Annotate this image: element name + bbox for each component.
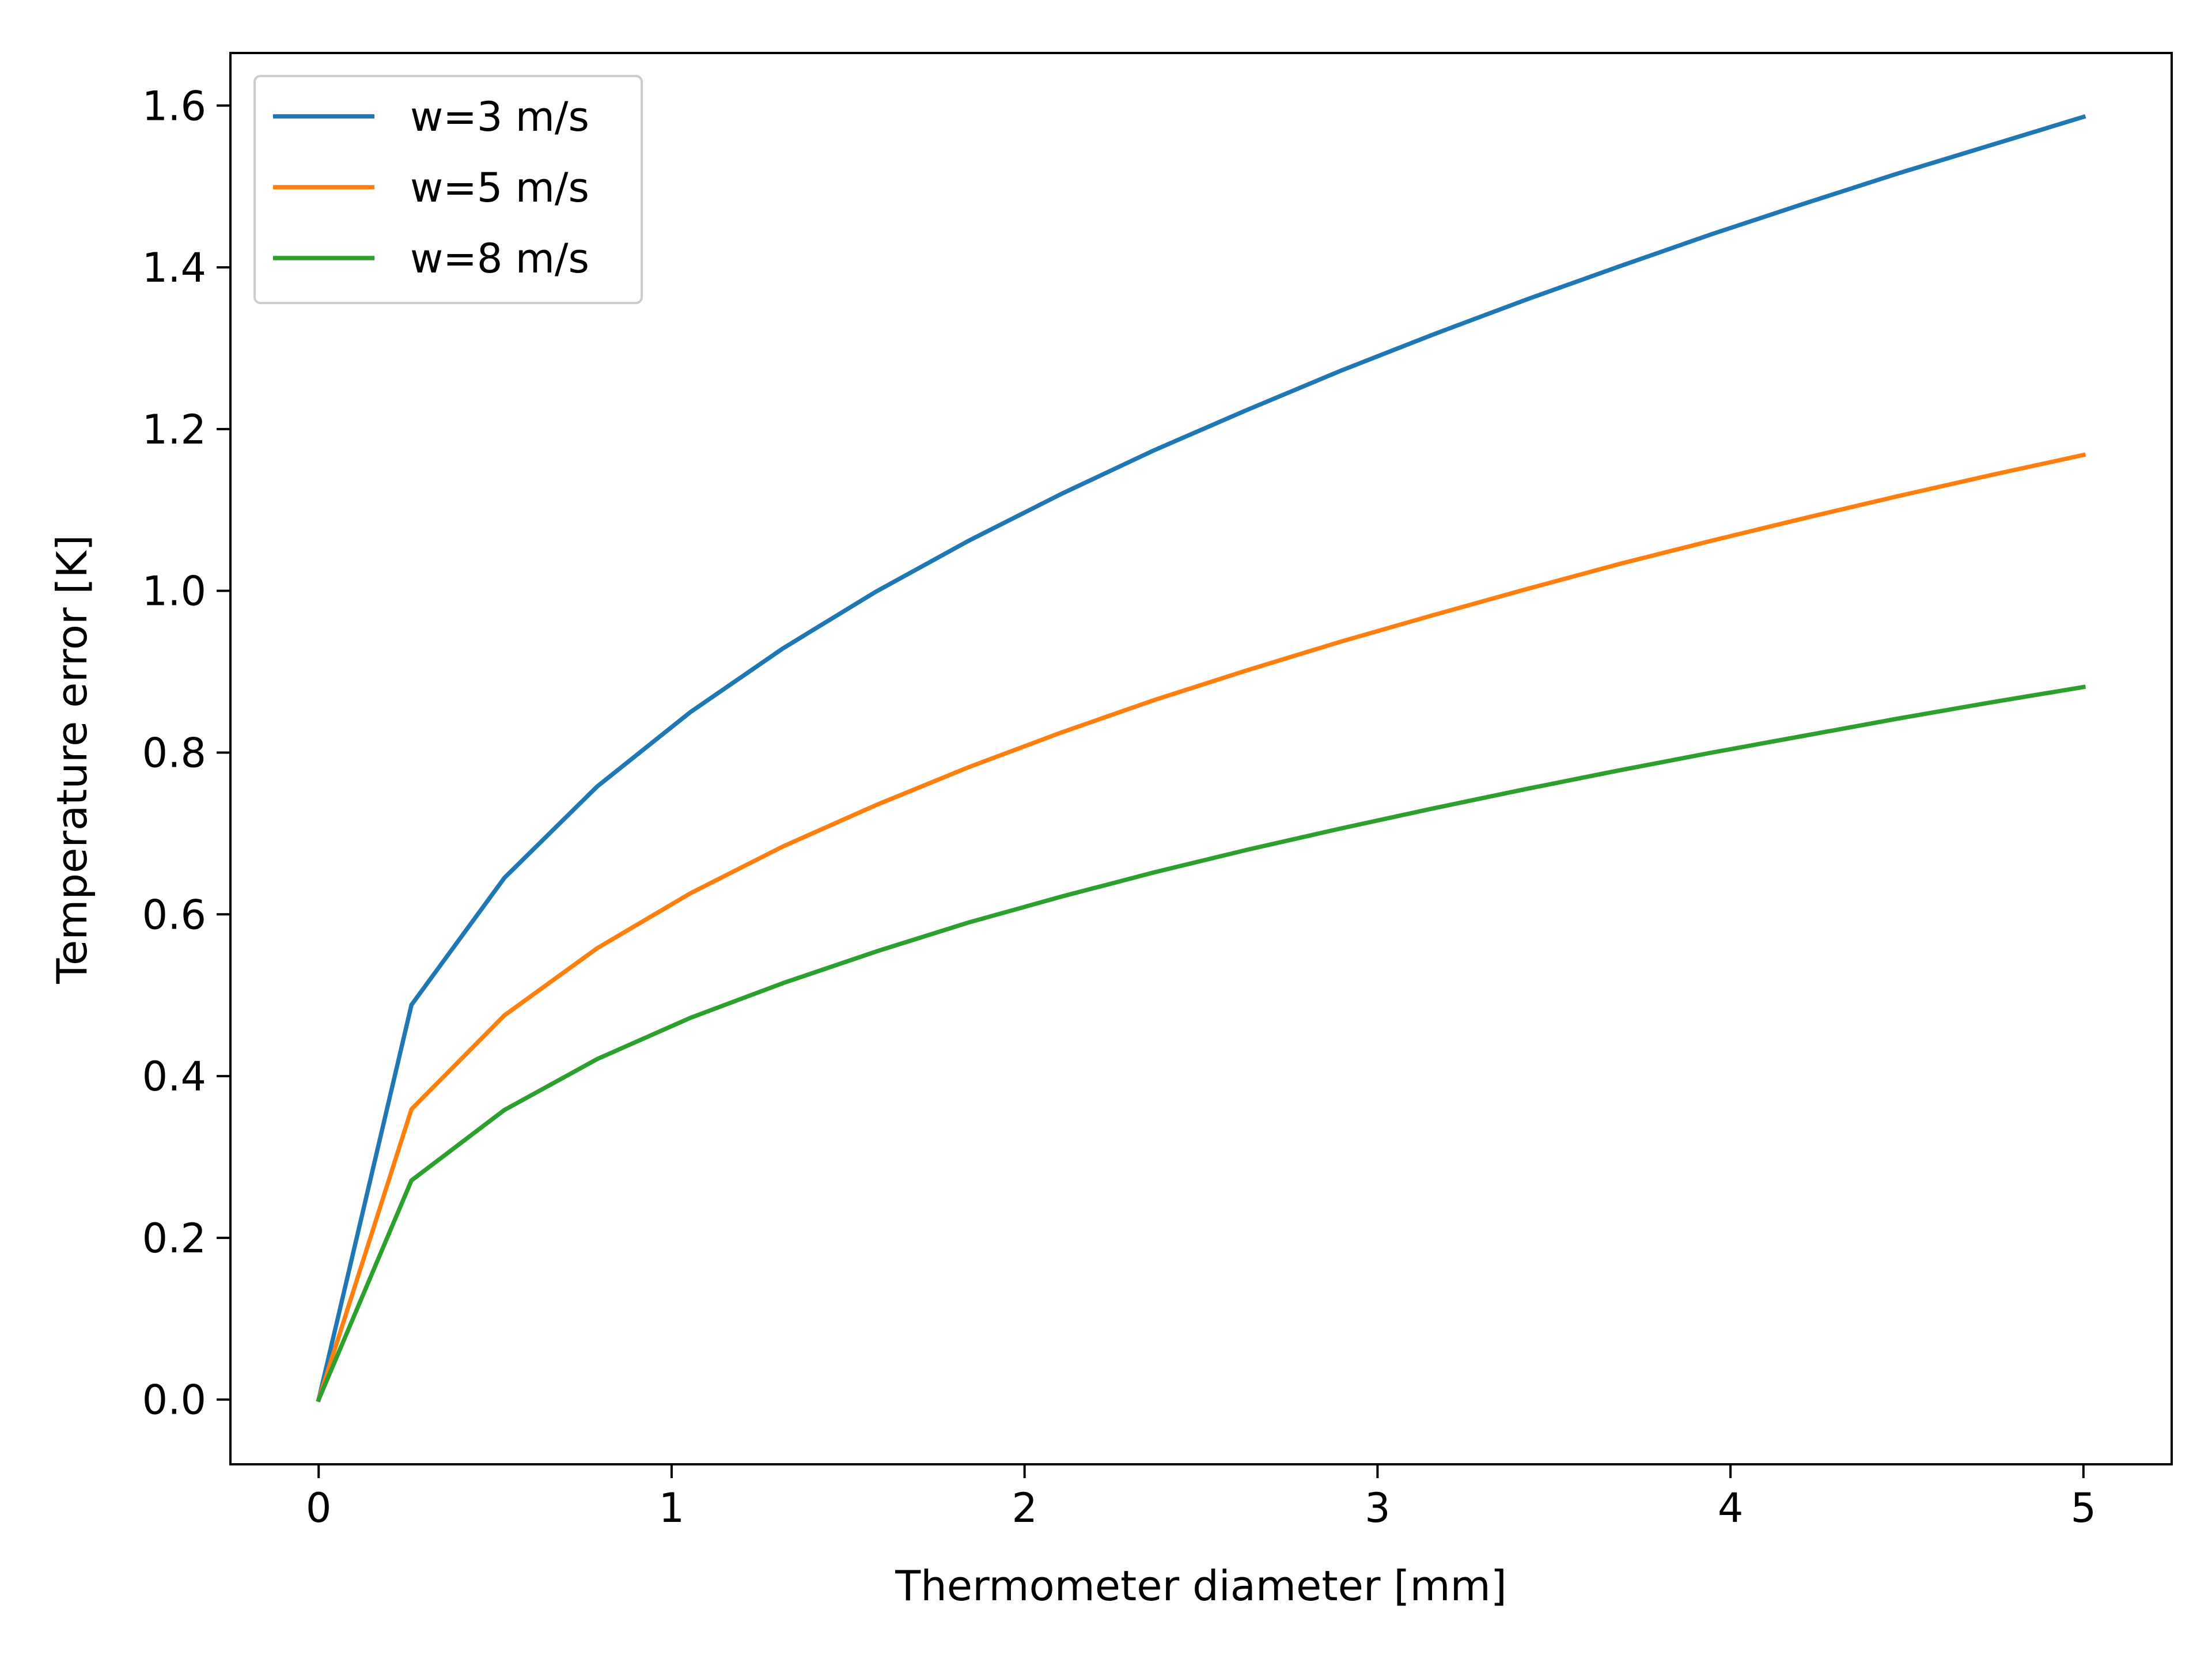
- x-tick-label: 1: [659, 1484, 685, 1532]
- x-axis-label: Thermometer diameter [mm]: [895, 1562, 1507, 1610]
- axis-ticks: 0 1 2 3 4 5 0.0 0.2 0.4 0.6 0.8 1.0 1.2 1.4 1.6: [142, 82, 2096, 1532]
- x-tick-label: 0: [306, 1484, 332, 1532]
- y-tick-label: 1.0: [142, 568, 206, 615]
- x-tick-label: 4: [1718, 1484, 1744, 1532]
- legend-label-w-8-m-s: w=8 m/s: [410, 235, 589, 282]
- legend-box: [253, 75, 643, 304]
- y-tick-label: 0.0: [142, 1377, 206, 1424]
- y-tick-label: 1.2: [142, 406, 206, 453]
- legend-label-w-5-m-s: w=5 m/s: [410, 164, 589, 211]
- series-line-w-3-m-s: [316, 114, 2086, 1403]
- series-line-w-8-m-s: [316, 684, 2086, 1403]
- y-tick-label: 0.6: [142, 891, 206, 938]
- legend-label-w-3-m-s: w=3 m/s: [410, 93, 589, 141]
- plot-frame: [229, 52, 2173, 1465]
- y-axis-label: Temperature error [K]: [48, 535, 96, 984]
- y-tick-label: 0.4: [142, 1053, 206, 1100]
- y-tick-label: 1.4: [142, 244, 206, 291]
- series-line-w-5-m-s: [316, 452, 2086, 1403]
- x-tick-label: 2: [1012, 1484, 1037, 1532]
- y-tick-label: 0.8: [142, 729, 206, 777]
- legend: w=3 m/s w=5 m/s w=8 m/s: [253, 75, 643, 304]
- x-tick-label: 5: [2071, 1484, 2097, 1532]
- y-tick-label: 0.2: [142, 1215, 206, 1262]
- y-tick-label: 1.6: [142, 82, 206, 130]
- plot-area: 0 1 2 3 4 5 0.0 0.2 0.4 0.6 0.8 1.0 1.2 1.4 1.6: [142, 52, 2173, 1532]
- x-tick-label: 3: [1365, 1484, 1391, 1532]
